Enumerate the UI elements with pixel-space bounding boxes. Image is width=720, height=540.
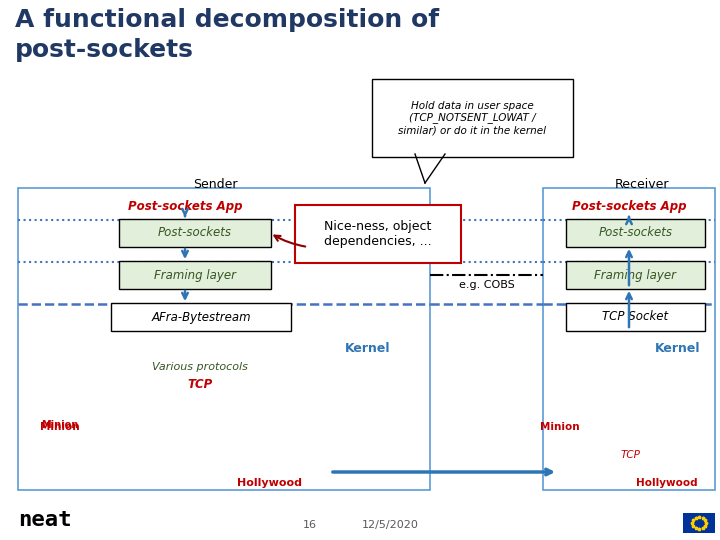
Text: Framing layer: Framing layer xyxy=(154,268,236,281)
FancyBboxPatch shape xyxy=(295,205,461,263)
Text: Post-sockets App: Post-sockets App xyxy=(572,200,686,213)
FancyBboxPatch shape xyxy=(683,513,715,533)
Text: e.g. COBS: e.g. COBS xyxy=(459,280,515,290)
Text: Hollywood: Hollywood xyxy=(636,478,698,488)
Text: A functional decomposition of: A functional decomposition of xyxy=(15,8,439,32)
FancyBboxPatch shape xyxy=(18,188,430,490)
Text: Post-sockets: Post-sockets xyxy=(158,226,232,240)
Text: TCP: TCP xyxy=(620,450,640,460)
FancyBboxPatch shape xyxy=(111,303,291,331)
Text: TCP: TCP xyxy=(187,378,212,391)
Text: Receiver: Receiver xyxy=(615,178,670,191)
Text: Nice-ness, object
dependencies, ...: Nice-ness, object dependencies, ... xyxy=(324,220,432,248)
FancyBboxPatch shape xyxy=(566,219,705,247)
Text: post-sockets: post-sockets xyxy=(15,38,194,62)
Text: Minion: Minion xyxy=(41,420,78,430)
Text: Various protocols: Various protocols xyxy=(152,362,248,372)
Text: 12/5/2020: 12/5/2020 xyxy=(361,520,418,530)
FancyBboxPatch shape xyxy=(566,303,705,331)
Text: Hollywood: Hollywood xyxy=(238,478,302,488)
Text: Sender: Sender xyxy=(193,178,238,191)
Text: Minion: Minion xyxy=(40,422,80,432)
FancyBboxPatch shape xyxy=(372,79,573,157)
Text: neat: neat xyxy=(18,510,71,530)
Text: 16: 16 xyxy=(303,520,317,530)
Text: Kernel: Kernel xyxy=(654,342,700,355)
Text: Post-sockets App: Post-sockets App xyxy=(127,200,242,213)
Text: Post-sockets: Post-sockets xyxy=(598,226,672,240)
Text: AFra-Bytestream: AFra-Bytestream xyxy=(151,310,251,323)
Text: Hold data in user space
(TCP_NOTSENT_LOWAT /
similar) or do it in the kernel: Hold data in user space (TCP_NOTSENT_LOW… xyxy=(398,101,546,135)
Text: TCP Socket: TCP Socket xyxy=(603,310,669,323)
Text: Framing layer: Framing layer xyxy=(595,268,677,281)
FancyBboxPatch shape xyxy=(119,219,271,247)
Text: Kernel: Kernel xyxy=(346,342,391,355)
FancyBboxPatch shape xyxy=(543,188,715,490)
FancyBboxPatch shape xyxy=(119,261,271,289)
Text: Minion: Minion xyxy=(540,422,580,432)
FancyBboxPatch shape xyxy=(566,261,705,289)
